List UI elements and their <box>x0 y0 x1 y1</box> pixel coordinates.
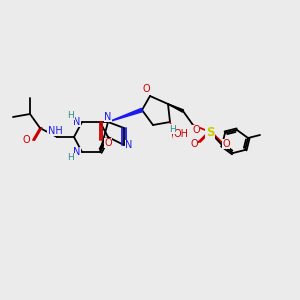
Text: N: N <box>104 112 112 122</box>
Text: S: S <box>206 125 214 139</box>
Text: O: O <box>222 139 230 149</box>
Polygon shape <box>168 104 184 112</box>
Text: NH: NH <box>48 126 62 136</box>
Text: O: O <box>22 135 30 145</box>
Text: O: O <box>142 84 150 94</box>
Text: N: N <box>125 140 133 150</box>
Text: O: O <box>192 125 200 135</box>
Text: H: H <box>169 124 176 134</box>
Text: H: H <box>68 110 74 119</box>
Polygon shape <box>108 108 142 122</box>
Text: N: N <box>73 147 81 157</box>
Text: N: N <box>73 117 81 127</box>
Text: O: O <box>190 139 198 149</box>
Text: O: O <box>104 138 112 148</box>
Text: H: H <box>68 154 74 163</box>
Polygon shape <box>170 122 176 138</box>
Text: OH: OH <box>173 129 188 139</box>
